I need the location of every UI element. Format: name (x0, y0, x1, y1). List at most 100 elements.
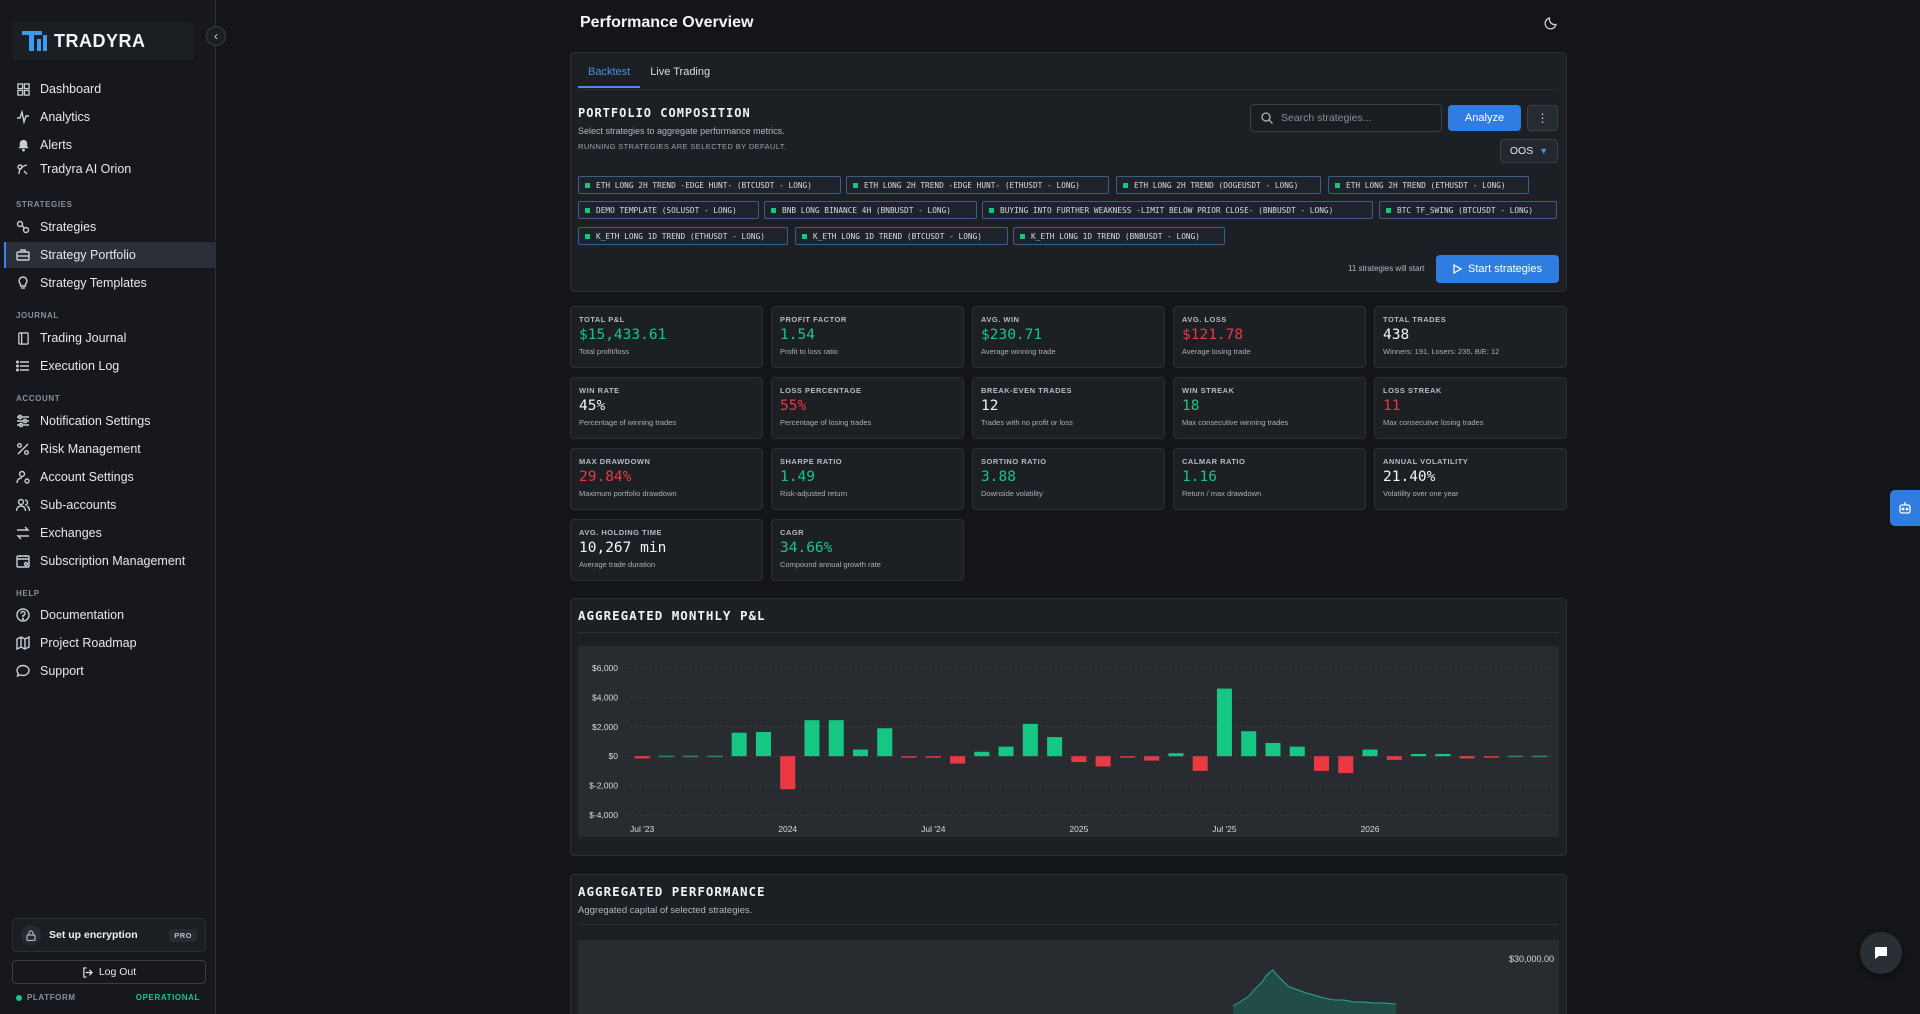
pnl-bar[interactable] (1508, 755, 1524, 758)
tab-backtest[interactable]: Backtest (578, 58, 641, 88)
sidebar-item-notification-settings[interactable]: Notification Settings (4, 408, 216, 434)
metric-description: Maximum portfolio drawdown (579, 489, 677, 498)
composition-title: PORTFOLIO COMPOSITION (578, 106, 751, 120)
pnl-bar[interactable] (1168, 753, 1184, 757)
sidebar-item-exchanges[interactable]: Exchanges (4, 520, 216, 546)
metric-value: 11 (1383, 398, 1401, 414)
pnl-bar[interactable] (1265, 742, 1281, 757)
strategy-chip[interactable]: BNB LONG BINANCE 4H (BNBUSDT - LONG) (764, 201, 977, 219)
nodes-icon (16, 220, 30, 234)
strategy-chip[interactable]: ETH LONG 2H TREND -EDGE HUNT- (ETHUSDT -… (846, 176, 1109, 194)
pnl-bar[interactable] (877, 728, 893, 757)
pnl-bar[interactable] (1144, 756, 1160, 761)
strategy-chip[interactable]: K_ETH LONG 1D TREND (ETHUSDT - LONG) (578, 227, 788, 245)
user-gear-icon (16, 470, 30, 484)
metric-card: LOSS PERCENTAGE 55% Percentage of losing t… (771, 377, 964, 439)
sidebar-item-label: Subscription Management (40, 554, 186, 568)
strategy-chip[interactable]: BUYING INTO FURTHER WEAKNESS -LIMIT BELO… (982, 201, 1373, 219)
sidebar-item-strategy-portfolio[interactable]: Strategy Portfolio (4, 242, 216, 268)
tab-live-trading[interactable]: Live Trading (650, 66, 711, 78)
pnl-bar[interactable] (1459, 756, 1475, 759)
sample-select[interactable]: OOS ▼ (1500, 139, 1558, 163)
metric-card: TOTAL P&L $15,433.61 Total profit/loss (570, 306, 763, 368)
status-dot-icon (16, 994, 22, 1001)
pnl-bar[interactable] (1532, 755, 1548, 758)
pnl-bar[interactable] (1216, 688, 1232, 757)
pnl-bar[interactable] (683, 755, 699, 758)
metric-description: Trades with no profit or loss (981, 418, 1073, 427)
pnl-bar[interactable] (1095, 756, 1111, 767)
sidebar-item-ai-orion[interactable]: Tradyra AI Orion (4, 156, 216, 182)
brand-logo[interactable]: TRADYRA (12, 22, 194, 60)
sidebar-item-risk-management[interactable]: Risk Management (4, 436, 216, 462)
search-input[interactable] (1281, 112, 1431, 124)
pnl-bar[interactable] (1483, 756, 1499, 758)
sidebar-item-documentation[interactable]: Documentation (4, 602, 216, 628)
y-tick-label: $0 (609, 751, 619, 761)
pnl-bar[interactable] (755, 731, 771, 757)
more-options-button[interactable]: ⋮ (1527, 105, 1558, 131)
pnl-bar[interactable] (1071, 756, 1087, 763)
pnl-bar[interactable] (634, 756, 650, 759)
strategy-chip[interactable]: BTC TF_SWING (BTCUSDT - LONG) (1379, 201, 1557, 219)
logout-button[interactable]: Log Out (12, 960, 206, 984)
selected-indicator-icon (1335, 182, 1340, 188)
metric-card: CAGR 34.66% Compound annual growth rate (771, 519, 964, 581)
pnl-bar[interactable] (1022, 723, 1038, 757)
pnl-bar[interactable] (780, 756, 796, 790)
pnl-bar[interactable] (804, 720, 820, 757)
sidebar-item-trading-journal[interactable]: Trading Journal (4, 325, 216, 351)
sidebar-item-alerts[interactable]: Alerts (4, 132, 216, 158)
strategy-chip[interactable]: K_ETH LONG 1D TREND (BNBUSDT - LONG) (1013, 227, 1225, 245)
pnl-bar[interactable] (1241, 731, 1257, 757)
pnl-bar[interactable] (707, 755, 723, 758)
search-strategies[interactable] (1250, 104, 1442, 132)
strategy-chip[interactable]: DEMO TEMPLATE (SOLUSDT - LONG) (578, 201, 759, 219)
pnl-bar[interactable] (1362, 749, 1378, 757)
pnl-bar[interactable] (658, 755, 674, 758)
chat-button[interactable] (1860, 932, 1902, 974)
pnl-bar[interactable] (925, 756, 941, 758)
pnl-bar[interactable] (950, 756, 966, 764)
pnl-bar[interactable] (1338, 756, 1354, 774)
strategy-chip[interactable]: ETH LONG 2H TREND -EDGE HUNT- (BTCUSDT -… (578, 176, 841, 194)
pnl-bar[interactable] (1313, 756, 1330, 771)
sidebar-item-dashboard[interactable]: Dashboard (4, 76, 216, 102)
y-tick-label: $-4,000 (589, 810, 618, 820)
pnl-bar[interactable] (852, 749, 869, 757)
sidebar-item-strategy-templates[interactable]: Strategy Templates (4, 270, 216, 296)
strategy-chip[interactable]: ETH LONG 2H TREND (DOGEUSDT - LONG) (1116, 176, 1321, 194)
sidebar-item-sub-accounts[interactable]: Sub-accounts (4, 492, 216, 518)
sidebar-item-account-settings[interactable]: Account Settings (4, 464, 216, 490)
pnl-bar[interactable] (1192, 756, 1208, 771)
pnl-bar[interactable] (974, 751, 990, 757)
strategy-chip[interactable]: K_ETH LONG 1D TREND (BTCUSDT - LONG) (795, 227, 1008, 245)
sidebar-item-analytics[interactable]: Analytics (4, 104, 216, 130)
assistant-tab-button[interactable] (1890, 490, 1920, 526)
pnl-bar[interactable] (1411, 753, 1427, 757)
sidebar-item-execution-log[interactable]: Execution Log (4, 353, 216, 379)
pnl-bar[interactable] (998, 746, 1014, 757)
setup-encryption-button[interactable]: Set up encryption PRO (12, 918, 206, 952)
theme-toggle-moon-icon[interactable] (1544, 16, 1560, 32)
pnl-bar[interactable] (731, 732, 747, 757)
pnl-bar[interactable] (1047, 737, 1063, 757)
sidebar-item-label: Project Roadmap (40, 636, 137, 650)
pnl-bar[interactable] (1119, 756, 1135, 758)
pnl-bar[interactable] (901, 756, 917, 758)
sidebar-item-subscription-management[interactable]: Subscription Management (4, 548, 216, 574)
sidebar-item-support[interactable]: Support (4, 658, 216, 684)
strategy-chip[interactable]: ETH LONG 2H TREND (ETHUSDT - LONG) (1328, 176, 1529, 194)
pnl-bar[interactable] (828, 720, 844, 757)
x-tick-label: 2024 (778, 824, 797, 834)
pnl-bar[interactable] (1289, 746, 1305, 757)
sidebar-item-project-roadmap[interactable]: Project Roadmap (4, 630, 216, 656)
pnl-bar[interactable] (1435, 753, 1451, 757)
metric-value: 438 (1383, 327, 1410, 343)
sidebar-item-strategies[interactable]: Strategies (4, 214, 216, 240)
start-strategies-button[interactable]: Start strategies (1436, 255, 1559, 283)
pnl-bar[interactable] (1386, 756, 1402, 760)
collapse-sidebar-button[interactable]: ‹ (206, 26, 226, 46)
metric-label: CALMAR RATIO (1182, 457, 1246, 466)
analyze-button[interactable]: Analyze (1448, 105, 1521, 131)
